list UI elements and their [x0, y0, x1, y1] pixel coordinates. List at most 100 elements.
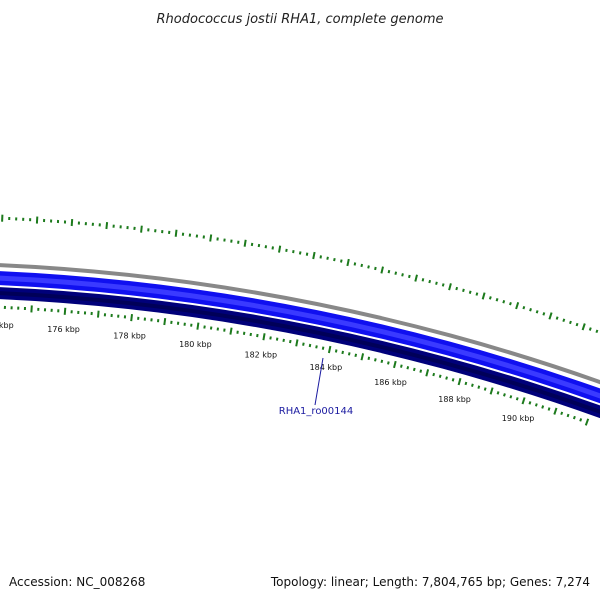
outer-minor-tick	[421, 278, 425, 282]
inner-minor-tick	[321, 346, 325, 350]
outer-minor-tick	[529, 308, 532, 312]
inner-minor-tick	[282, 338, 285, 343]
inner-minor-tick	[374, 358, 377, 362]
inner-minor-tick	[471, 383, 474, 387]
outer-minor-tick	[264, 245, 268, 249]
inner-minor-tick	[249, 332, 252, 337]
inner-minor-tick	[412, 367, 416, 372]
inner-minor-tick	[315, 345, 318, 349]
inner-minor-tick	[380, 359, 384, 364]
outer-minor-tick	[595, 329, 599, 334]
outer-major-tick	[70, 219, 74, 227]
outer-major-tick	[174, 229, 178, 237]
forward-strand-core	[0, 275, 600, 399]
outer-minor-tick	[374, 266, 377, 271]
genome-summary-text: Topology: linear; Length: 7,804,765 bp; …	[270, 575, 590, 589]
outer-minor-tick	[250, 242, 254, 247]
outer-minor-tick	[428, 279, 432, 284]
inner-minor-tick	[464, 381, 468, 386]
outer-major-tick	[481, 292, 486, 300]
inner-minor-tick	[515, 397, 519, 401]
outer-minor-tick	[285, 248, 288, 252]
inner-major-tick	[229, 327, 233, 335]
inner-tick-track	[3, 305, 590, 426]
outer-major-tick	[346, 258, 350, 267]
outer-minor-tick	[298, 251, 302, 255]
outer-minor-tick	[569, 320, 572, 325]
inner-major-tick	[457, 377, 462, 386]
inner-major-tick	[425, 369, 430, 377]
inner-minor-tick	[566, 413, 570, 418]
tick-label: 184 kbp	[310, 363, 343, 372]
outer-minor-tick	[555, 316, 559, 320]
inner-minor-tick	[432, 372, 436, 377]
outer-minor-tick	[542, 312, 546, 316]
outer-major-tick	[448, 283, 452, 291]
inner-minor-tick	[509, 395, 513, 399]
gene-label[interactable]: RHA1_ro00144	[279, 406, 354, 417]
outer-minor-tick	[292, 250, 295, 254]
outer-minor-tick	[502, 300, 506, 304]
inner-minor-tick	[528, 401, 532, 405]
inner-major-tick	[97, 310, 100, 318]
outer-minor-tick	[588, 327, 592, 331]
inner-minor-tick	[496, 391, 500, 395]
inner-major-tick	[196, 322, 200, 330]
inner-minor-tick	[547, 407, 551, 411]
inner-minor-tick	[483, 387, 487, 391]
outer-minor-tick	[333, 257, 336, 262]
reverse-strand-ring	[0, 287, 600, 419]
map-title: Rhodococcus jostii RHA1, complete genome	[157, 12, 444, 27]
outer-major-tick	[140, 225, 143, 233]
outer-minor-tick	[562, 318, 566, 323]
inner-minor-tick	[289, 339, 292, 344]
outer-minor-tick	[271, 246, 274, 250]
inner-minor-tick	[400, 364, 403, 368]
inner-major-tick	[327, 345, 332, 354]
outer-major-tick	[548, 312, 553, 320]
inner-minor-tick	[203, 325, 206, 329]
outer-major-tick	[515, 302, 520, 310]
inner-minor-tick	[445, 376, 448, 380]
inner-minor-tick	[367, 356, 371, 360]
inner-minor-tick	[451, 378, 455, 382]
outer-minor-tick	[575, 322, 579, 327]
gene-pointer-line	[314, 357, 324, 406]
outer-minor-tick	[408, 274, 411, 279]
inner-major-tick	[489, 387, 494, 395]
inner-minor-tick	[387, 361, 390, 365]
outer-major-tick	[312, 251, 316, 260]
outer-major-tick	[581, 323, 586, 331]
outer-minor-tick	[353, 262, 357, 266]
tick-label: 186 kbp	[374, 378, 407, 387]
outer-tick-track	[1, 214, 599, 334]
inner-minor-tick	[242, 331, 246, 335]
outer-minor-tick	[509, 301, 512, 306]
inner-minor-tick	[209, 326, 213, 330]
outer-major-tick	[243, 239, 247, 247]
kbp-tick-labels: 174 kbp 176 kbp 178 kbp 180 kbp 182 kbp 184 k…	[0, 321, 534, 423]
outer-major-tick	[380, 266, 384, 274]
outer-minor-tick	[387, 269, 391, 274]
inner-minor-tick	[541, 405, 545, 409]
outer-minor-tick	[394, 271, 398, 275]
inner-major-tick	[63, 307, 67, 315]
inner-minor-tick	[503, 393, 506, 397]
tick-label: 178 kbp	[113, 332, 146, 341]
inner-minor-tick	[341, 350, 344, 355]
tick-label: 174 kbp	[0, 321, 14, 330]
outer-minor-tick	[360, 263, 364, 268]
inner-major-tick	[393, 360, 397, 369]
outer-minor-tick	[367, 265, 370, 269]
outer-minor-tick	[462, 288, 465, 293]
outer-minor-tick	[522, 305, 526, 310]
inner-minor-tick	[477, 385, 481, 389]
inner-minor-tick	[406, 366, 410, 370]
inner-minor-tick	[347, 352, 351, 356]
outer-minor-tick	[495, 298, 499, 302]
inner-minor-tick	[560, 411, 564, 416]
inner-major-tick	[521, 397, 526, 405]
inner-minor-tick	[572, 415, 576, 420]
inner-minor-tick	[269, 336, 272, 340]
outer-major-tick	[105, 221, 109, 230]
